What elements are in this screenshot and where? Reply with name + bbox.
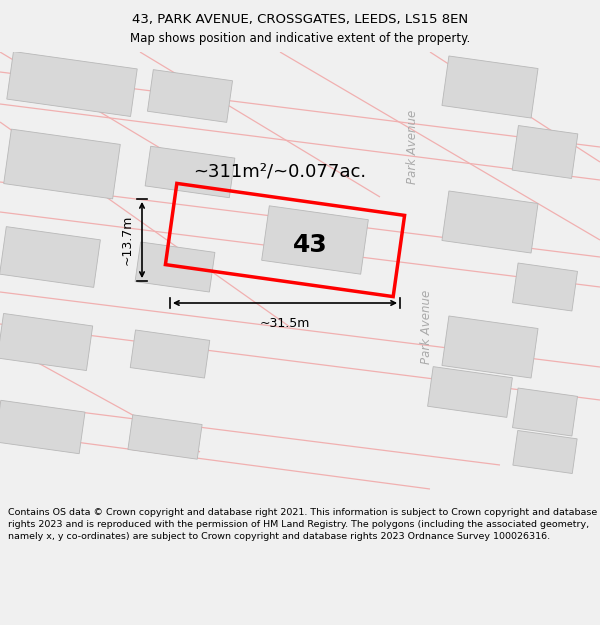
Polygon shape bbox=[0, 314, 92, 371]
Polygon shape bbox=[0, 227, 100, 288]
Polygon shape bbox=[512, 263, 577, 311]
Text: 43: 43 bbox=[293, 233, 328, 257]
Polygon shape bbox=[512, 126, 578, 179]
Polygon shape bbox=[130, 330, 210, 378]
Polygon shape bbox=[148, 69, 233, 122]
Text: Park Avenue: Park Avenue bbox=[406, 110, 419, 184]
Polygon shape bbox=[442, 56, 538, 118]
Text: ~311m²/~0.077ac.: ~311m²/~0.077ac. bbox=[193, 163, 367, 181]
Text: Contains OS data © Crown copyright and database right 2021. This information is : Contains OS data © Crown copyright and d… bbox=[8, 508, 597, 541]
Polygon shape bbox=[442, 316, 538, 378]
Text: ~13.7m: ~13.7m bbox=[121, 215, 134, 265]
Text: 43, PARK AVENUE, CROSSGATES, LEEDS, LS15 8EN: 43, PARK AVENUE, CROSSGATES, LEEDS, LS15… bbox=[132, 13, 468, 26]
Polygon shape bbox=[512, 388, 577, 436]
Text: Park Avenue: Park Avenue bbox=[421, 290, 433, 364]
Polygon shape bbox=[262, 206, 368, 274]
Polygon shape bbox=[4, 129, 120, 199]
Polygon shape bbox=[428, 367, 512, 418]
Polygon shape bbox=[135, 242, 215, 292]
Text: ~31.5m: ~31.5m bbox=[260, 317, 310, 330]
Polygon shape bbox=[513, 431, 577, 474]
Polygon shape bbox=[7, 51, 137, 116]
Polygon shape bbox=[128, 415, 202, 459]
Polygon shape bbox=[145, 146, 235, 198]
Text: Map shows position and indicative extent of the property.: Map shows position and indicative extent… bbox=[130, 32, 470, 45]
Polygon shape bbox=[442, 191, 538, 253]
Polygon shape bbox=[0, 400, 85, 454]
